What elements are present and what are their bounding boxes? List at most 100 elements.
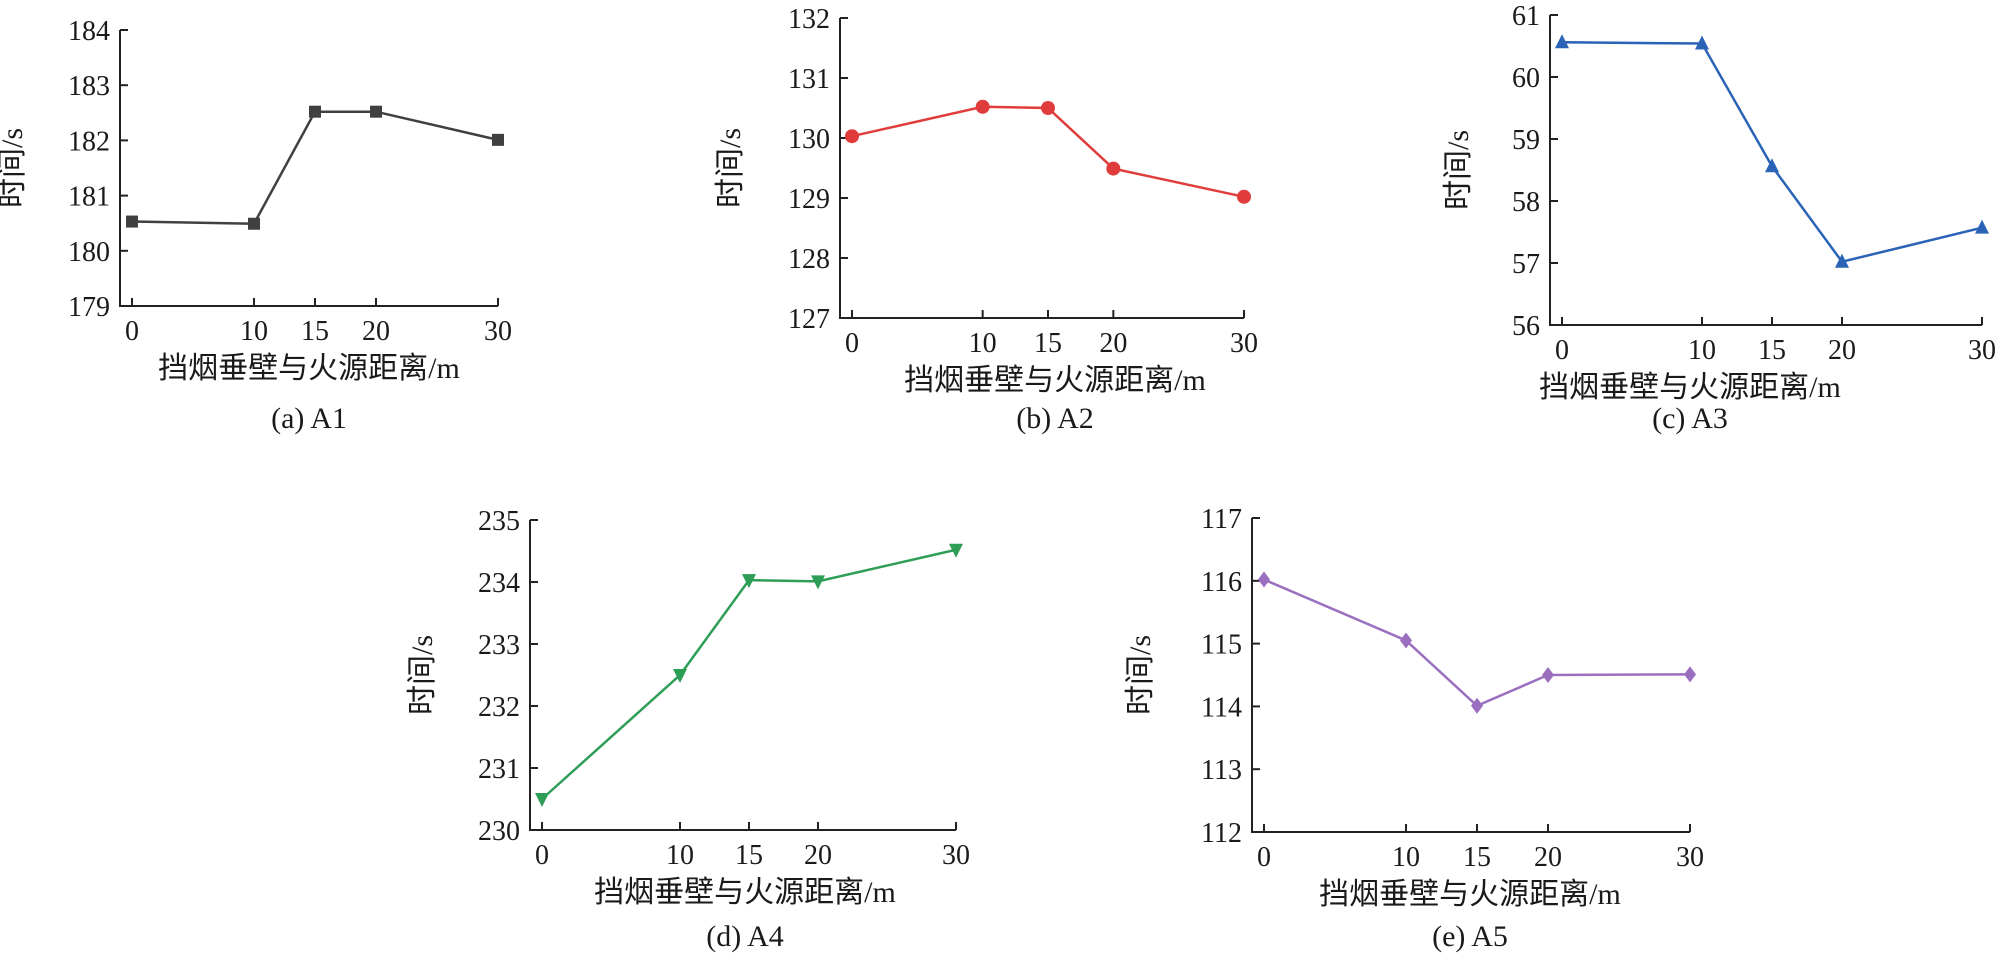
data-point [248,217,260,230]
y-axis-title: 时间/s [1124,635,1157,715]
x-tick-label: 10 [1688,335,1716,366]
x-tick-label: 10 [240,316,268,347]
data-point [673,669,687,683]
data-point [126,215,138,228]
y-tick-label: 184 [68,16,110,47]
x-tick-label: 30 [1676,842,1704,873]
y-tick-label: 179 [68,292,110,323]
y-tick-label: 181 [68,182,110,213]
x-axis-title: 挡烟垂壁与火源距离/m [1539,371,1841,404]
x-tick-label: 20 [804,840,832,871]
chart-panel-4: 230 231 232 233 234 235 0 10 15 20 30 挡烟垂壁与火源距离/m 时间… [406,506,970,953]
y-tick-label: 57 [1512,249,1540,280]
y-tick-label: 56 [1512,311,1540,342]
y-tick-label: 113 [1201,755,1242,786]
y-axis-title: 时间/s [1442,130,1475,210]
data-point [1400,632,1412,649]
x-tick-label: 0 [125,316,139,347]
x-tick-label: 20 [1534,842,1562,873]
chart-caption: (d) A4 [706,920,784,953]
y-tick-label: 231 [478,754,520,785]
data-point [845,129,859,144]
series-line [131,110,499,226]
x-axis-title: 挡烟垂壁与火源距离/m [1319,878,1621,911]
data-point [1555,34,1569,49]
y-axis-title: 时间/s [406,635,439,715]
data-point [1258,571,1270,588]
y-tick-label: 230 [478,816,520,847]
data-point [1975,219,1989,234]
chart-caption: (e) A5 [1432,920,1508,953]
chart-caption: (b) A2 [1016,402,1094,435]
x-tick-label: 15 [1034,328,1062,359]
data-point [1471,697,1483,714]
data-point [1695,35,1709,50]
y-axis-title: 时间/s [714,128,747,208]
data-point [1106,161,1121,176]
data-point [1041,101,1055,115]
y-tick-label: 115 [1201,630,1242,661]
x-tick-label: 30 [484,316,512,347]
x-tick-label: 15 [301,316,329,347]
y-axis-title: 时间/s [0,128,29,208]
y-tick-label: 233 [478,630,520,661]
chart-panel-2: 127 128 129 130 131 132 0 10 15 20 30 挡烟垂壁与火源距离/m 时间… [714,4,1258,435]
series-line [1561,41,1983,264]
x-tick-label: 15 [735,840,763,871]
data-point [1237,189,1251,204]
y-tick-label: 114 [1201,692,1242,723]
data-point [1765,158,1779,173]
data-point [975,99,990,114]
y-tick-label: 59 [1512,125,1540,156]
y-tick-label: 235 [478,506,520,537]
series-line [851,105,1245,199]
y-tick-label: 130 [788,124,830,155]
y-tick-label: 117 [1201,504,1242,535]
data-point [811,575,825,590]
x-tick-label: 20 [1099,328,1127,359]
y-tick-label: 131 [788,64,830,95]
x-tick-label: 10 [969,328,997,359]
y-tick-label: 234 [478,568,520,599]
series-line [1263,578,1691,708]
x-tick-label: 0 [1555,335,1569,366]
x-tick-label: 0 [845,328,859,359]
data-point [535,793,549,807]
x-tick-label: 30 [1968,335,1996,366]
data-point [949,543,963,558]
x-axis-title: 挡烟垂壁与火源距离/m [158,352,460,385]
chart-panel-3: 56 57 58 59 60 61 0 10 15 20 30 挡烟垂壁与火源距离/m 时间/s (c) … [1442,1,1996,435]
data-point [1542,667,1554,683]
data-point [1835,253,1849,268]
y-tick-label: 116 [1201,567,1242,598]
chart-panel-5: 112 113 114 115 116 117 0 10 15 20 30 挡烟垂壁与火源距离/m 时间… [1124,504,1704,953]
x-tick-label: 0 [535,840,549,871]
y-tick-label: 61 [1512,1,1540,32]
y-tick-label: 232 [478,692,520,723]
y-tick-label: 183 [68,71,110,102]
x-tick-label: 10 [1392,842,1420,873]
x-tick-label: 15 [1463,842,1491,873]
data-point [370,105,382,118]
x-tick-label: 10 [666,840,694,871]
y-tick-label: 129 [788,184,830,215]
data-point [1684,666,1696,683]
x-axis-title: 挡烟垂壁与火源距离/m [594,876,896,909]
data-point [309,105,321,118]
x-tick-label: 15 [1758,335,1786,366]
y-tick-label: 112 [1201,818,1242,849]
x-tick-label: 20 [362,316,390,347]
x-axis-title: 挡烟垂壁与火源距离/m [904,364,1206,397]
x-tick-label: 30 [942,840,970,871]
x-tick-label: 30 [1230,328,1258,359]
y-tick-label: 58 [1512,187,1540,218]
chart-caption: (a) A1 [271,402,347,435]
y-tick-label: 60 [1512,63,1540,94]
chart-panel-1: 179 180 181 182 183 184 0 10 15 20 30 挡烟垂壁与火源距离/m 时间… [0,16,512,435]
x-tick-label: 0 [1257,842,1271,873]
x-tick-label: 20 [1828,335,1856,366]
y-tick-label: 182 [68,126,110,157]
data-point [492,133,504,146]
y-tick-label: 132 [788,4,830,35]
